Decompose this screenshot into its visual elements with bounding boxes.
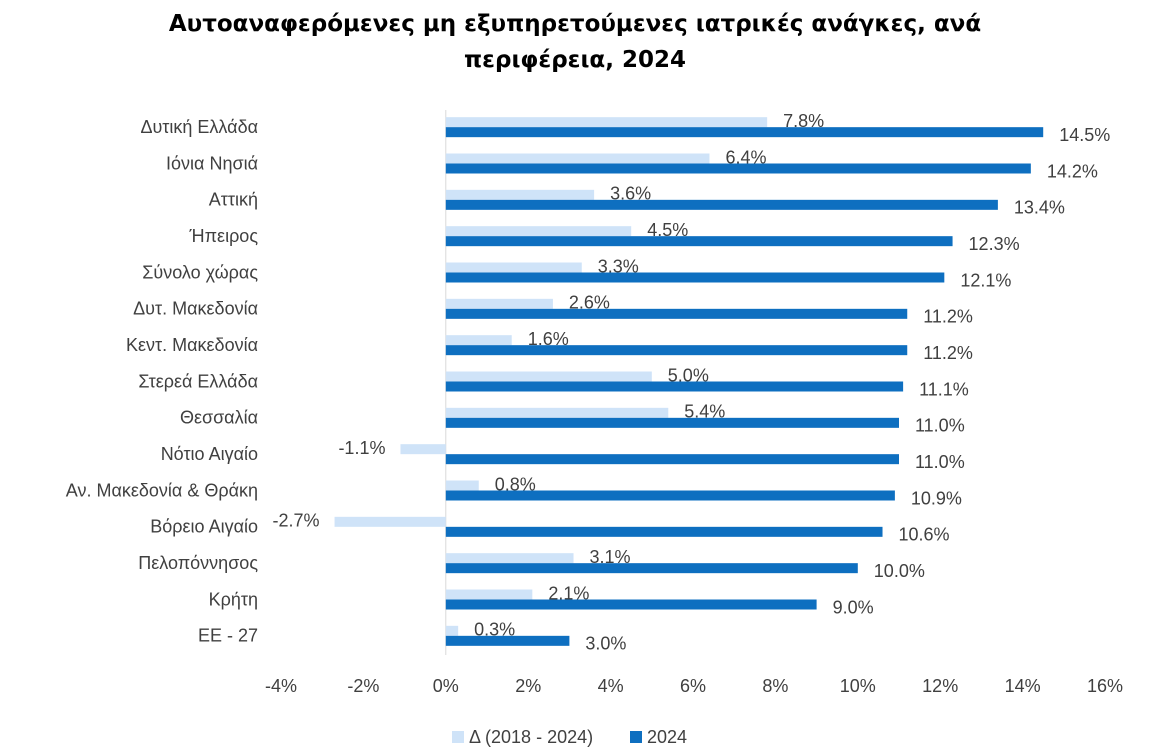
x-tick-label: -2% [347,676,379,696]
x-tick-label: 14% [1005,676,1041,696]
y-tick-label: Ιόνια Νησιά [166,153,258,173]
bar [445,526,883,537]
bar [445,589,533,600]
data-label: 0.3% [474,620,515,640]
data-label: 0.8% [495,474,536,494]
bar [445,262,582,273]
bar [445,490,895,501]
data-label: 2.6% [569,293,610,313]
x-tick-label: 8% [762,676,788,696]
bar [445,199,998,210]
data-label: 10.0% [874,561,925,581]
bar [445,635,570,646]
y-tick-label: Αττική [209,190,258,210]
data-label: 1.6% [528,329,569,349]
data-label: 11.0% [915,452,965,472]
x-tick-label: 10% [840,676,876,696]
bar [445,189,595,200]
bar [445,127,1044,138]
y-tick-label: Νότιο Αιγαίο [161,444,258,464]
bar [445,298,553,309]
data-label: 3.6% [610,184,651,204]
x-tick-label: 0% [433,676,459,696]
data-label: 4.5% [647,220,688,240]
y-tick-label: Ήπειρος [189,226,259,246]
bar [445,345,908,356]
bar [445,454,899,465]
data-label: 12.1% [960,270,1011,290]
data-label: 5.4% [684,402,725,422]
x-tick-label: 6% [680,676,706,696]
y-tick-label: Δυτική Ελλάδα [140,117,258,137]
y-tick-label: Δυτ. Μακεδονία [133,299,258,319]
x-tick-label: 4% [598,676,624,696]
data-label: 14.5% [1059,125,1110,145]
bar [445,236,953,247]
legend-label: Δ (2018 - 2024) [469,727,593,747]
legend-swatch [630,731,642,743]
bar [445,553,574,564]
data-label: 3.0% [585,634,626,654]
data-label: 11.2% [923,343,973,363]
x-tick-label: 12% [922,676,958,696]
bar [334,516,446,527]
bar [400,444,446,455]
y-tick-label: Κρήτη [209,589,258,609]
y-tick-label: Αν. Μακεδονία & Θράκη [66,480,258,500]
data-label: 6.4% [725,147,766,167]
data-label: 3.1% [590,547,631,567]
x-tick-label: -4% [265,676,297,696]
bar [445,335,512,346]
bar [445,480,479,491]
x-tick-label: 2% [515,676,541,696]
y-tick-label: Θεσσαλία [180,408,258,428]
data-label: 13.4% [1014,198,1065,218]
data-label: 14.2% [1047,161,1098,181]
bar [445,371,652,382]
bar [445,625,459,636]
data-label: 11.1% [919,379,969,399]
legend-swatch [452,731,464,743]
bar [445,407,669,418]
bar [445,153,710,164]
bar [445,117,768,128]
y-tick-label: Βόρειο Αιγαίο [150,517,258,537]
chart-title: Αυτοαναφερόμενες μη εξυπηρετούμενες ιατρ… [168,11,982,73]
y-tick-label: Κεντ. Μακεδονία [126,335,258,355]
bar [445,563,858,574]
data-label: 9.0% [833,597,874,617]
bar [445,417,899,428]
bar [445,381,904,392]
bar [445,272,945,283]
data-label: 10.6% [899,525,950,545]
y-tick-label: ΕΕ - 27 [198,626,258,646]
bar [445,163,1031,174]
data-label: 3.3% [598,256,639,276]
data-label: 11.0% [915,416,965,436]
legend-label: 2024 [647,727,687,747]
data-label: 5.0% [668,365,709,385]
y-tick-label: Στερεά Ελλάδα [138,371,258,391]
bar [445,308,908,319]
y-tick-label: Σύνολο χώρας [142,262,258,282]
x-tick-label: 16% [1087,676,1123,696]
data-label: 11.2% [923,307,973,327]
data-label: 12.3% [969,234,1020,254]
data-label: -2.7% [273,511,320,531]
y-tick-label: Πελοπόννησος [138,553,258,573]
data-label: 7.8% [783,111,824,131]
data-label: -1.1% [338,438,385,458]
data-label: 2.1% [548,583,589,603]
bar [445,599,817,610]
bar [445,226,632,237]
data-label: 10.9% [911,488,962,508]
